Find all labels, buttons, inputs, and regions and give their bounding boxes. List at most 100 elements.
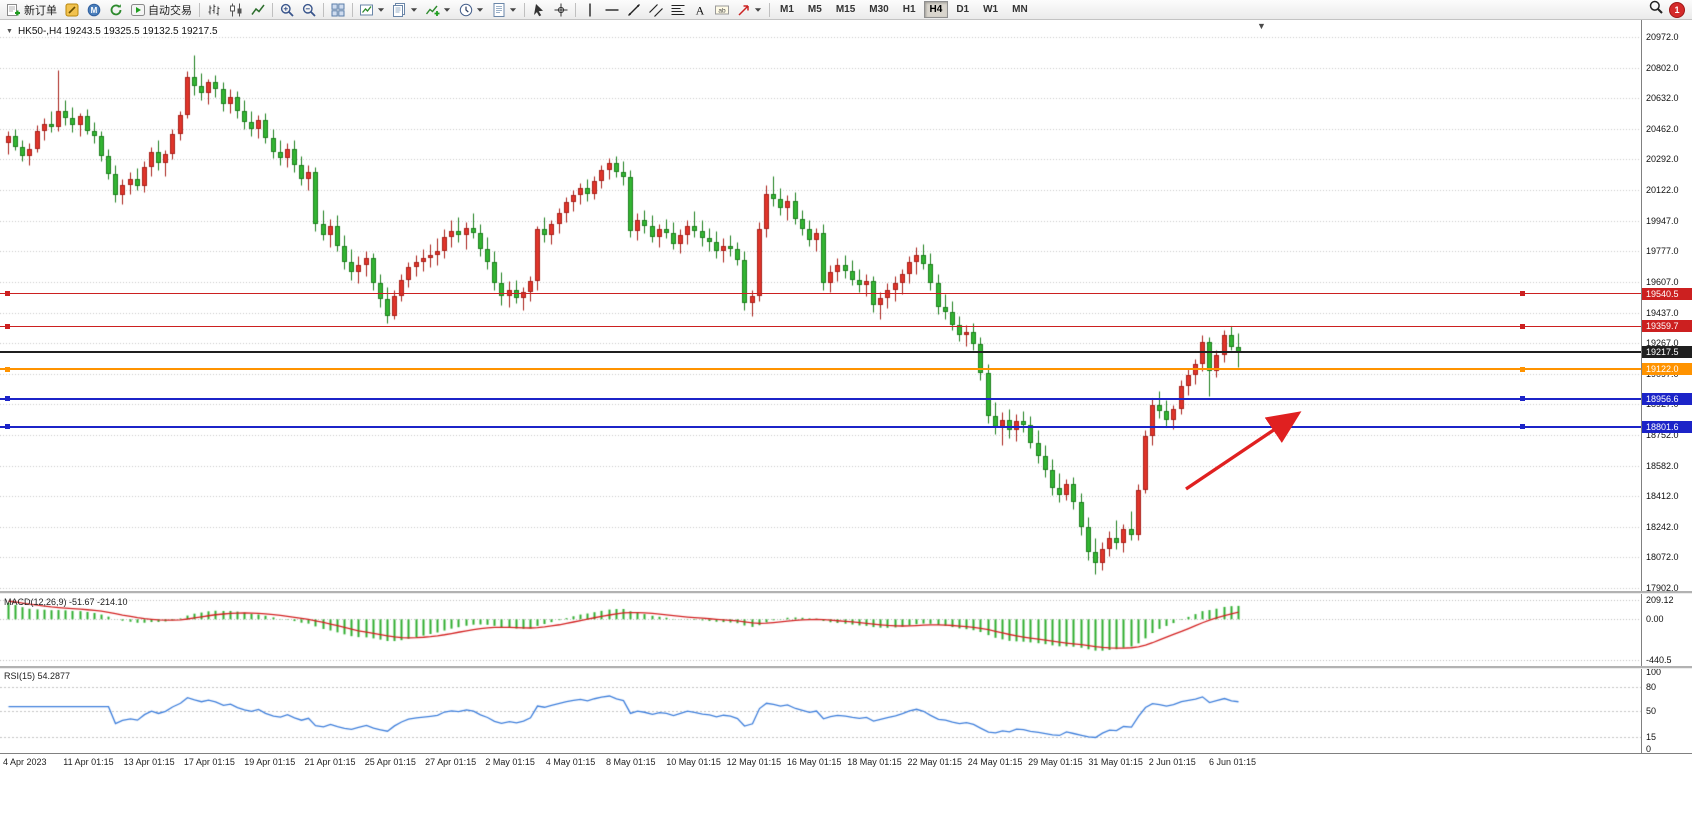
fibonacci-icon	[671, 3, 685, 17]
macd-axis-label: -440.5	[1646, 655, 1672, 665]
zoom-out-button[interactable]	[298, 0, 320, 20]
caret-down-icon	[410, 6, 418, 14]
resistance-line-19540[interactable]	[0, 293, 1641, 294]
search-icon[interactable]	[1649, 0, 1663, 19]
macd-axis-label: 209.12	[1646, 595, 1674, 605]
trendline-icon	[627, 3, 641, 17]
timeframe-h4[interactable]: H4	[923, 1, 949, 18]
time-axis-label: 12 May 01:15	[726, 757, 782, 767]
vertical-line-button[interactable]	[579, 0, 601, 20]
time-axis-label: 22 May 01:15	[907, 757, 963, 767]
indicators-button[interactable]	[422, 0, 455, 20]
time-axis-label: 18 May 01:15	[847, 757, 902, 767]
time-axis-label: 13 Apr 01:15	[123, 757, 175, 767]
new-order-button[interactable]: 新订单	[3, 0, 61, 20]
panel-splitter-rsi[interactable]	[0, 666, 1692, 669]
tile-windows-button[interactable]	[327, 0, 349, 20]
resistance-line-19359[interactable]	[0, 326, 1641, 327]
timeframe-m5[interactable]: M5	[807, 4, 822, 15]
time-axis-label: 8 May 01:15	[606, 757, 656, 767]
hline-handle[interactable]	[1520, 396, 1525, 401]
toolbar-divider	[769, 2, 770, 17]
refresh-button[interactable]	[105, 0, 127, 20]
macd-indicator-canvas[interactable]	[0, 593, 1641, 666]
current-price-line[interactable]	[0, 351, 1641, 353]
price-tag: 18801.6	[1642, 421, 1692, 433]
hline-handle[interactable]	[1520, 324, 1525, 329]
time-axis-label: 6 Jun 01:15	[1209, 757, 1257, 767]
price-tick-label: 18242.0	[1646, 521, 1679, 532]
macd-label: MACD(12,26,9) -51.67 -214.10	[4, 597, 128, 607]
chart-shift-marker[interactable]: ▼	[1257, 21, 1266, 31]
hline-handle[interactable]	[5, 291, 10, 296]
arrows-button[interactable]	[733, 0, 766, 20]
svg-text:M: M	[91, 6, 98, 15]
new-chart-button[interactable]	[356, 0, 389, 20]
timeframe-m1[interactable]: M1	[780, 4, 794, 15]
hline-handle[interactable]	[5, 396, 10, 401]
time-axis-label: 2 May 01:15	[485, 757, 535, 767]
crosshair-button[interactable]	[550, 0, 572, 20]
periods-button[interactable]	[455, 0, 488, 20]
hline-handle[interactable]	[5, 424, 10, 429]
hline-handle[interactable]	[5, 367, 10, 372]
toolbar-divider	[272, 2, 273, 17]
candlestick-chart-button[interactable]	[225, 0, 247, 20]
text-icon: A	[693, 3, 707, 17]
cursor-button[interactable]	[528, 0, 550, 20]
text-button[interactable]: A	[689, 0, 711, 20]
caret-down-icon	[754, 6, 762, 14]
metaeditor-button[interactable]	[61, 0, 83, 20]
hline-handle[interactable]	[5, 324, 10, 329]
trendline-button[interactable]	[623, 0, 645, 20]
notification-badge[interactable]: 1	[1669, 1, 1685, 18]
community-button[interactable]: M	[83, 0, 105, 20]
fibonacci-button[interactable]	[667, 0, 689, 20]
zoom-in-button[interactable]	[276, 0, 298, 20]
rsi-indicator-canvas[interactable]	[0, 668, 1641, 753]
label-button[interactable]: ab	[711, 0, 733, 20]
one-click-trading-arrow[interactable]: ▼	[6, 28, 13, 35]
timeframe-d1[interactable]: D1	[956, 4, 970, 15]
channel-button[interactable]	[645, 0, 667, 20]
indicators-icon	[426, 3, 440, 17]
refresh-icon	[109, 3, 123, 17]
profiles-button[interactable]	[389, 0, 422, 20]
panel-splitter-macd[interactable]	[0, 591, 1692, 594]
support-line-18801[interactable]	[0, 426, 1641, 428]
timeframe-h1[interactable]: H1	[902, 4, 916, 15]
price-tag: 18956.6	[1642, 393, 1692, 405]
templates-button[interactable]	[488, 0, 521, 20]
trend-arrow-annotation[interactable]	[1140, 395, 1320, 515]
price-tick-label: 19777.0	[1646, 246, 1679, 257]
support-line-18956[interactable]	[0, 398, 1641, 400]
timeframe-mn[interactable]: MN	[1012, 4, 1028, 15]
timeframe-w1[interactable]: W1	[983, 4, 999, 15]
community-icon: M	[87, 3, 101, 17]
hline-handle[interactable]	[1520, 291, 1525, 296]
timeframe-m30[interactable]: M30	[869, 4, 889, 15]
price-tick-label: 18752.0	[1646, 430, 1679, 441]
price-scale[interactable]	[1641, 20, 1692, 753]
rsi-axis-label: 0	[1646, 744, 1652, 754]
line-chart-button[interactable]	[247, 0, 269, 20]
price-tick-label: 18412.0	[1646, 491, 1679, 502]
profiles-icon	[393, 2, 407, 17]
channel-icon	[649, 3, 663, 17]
price-tag: 19540.5	[1642, 288, 1692, 300]
support-line-19122[interactable]	[0, 368, 1641, 370]
auto-trading-button[interactable]: 自动交易	[127, 0, 196, 20]
price-tick-label: 20802.0	[1646, 62, 1679, 73]
hline-handle[interactable]	[1520, 367, 1525, 372]
price-tick-label: 20292.0	[1646, 154, 1679, 165]
price-chart-canvas[interactable]	[0, 20, 1641, 591]
metaeditor-icon	[65, 3, 79, 17]
bar-chart-button[interactable]	[203, 0, 225, 20]
svg-text:ab: ab	[718, 7, 726, 14]
toolbar-right-group: 1	[1649, 0, 1689, 19]
horizontal-line-button[interactable]	[601, 0, 623, 20]
rsi-axis-label: 15	[1646, 732, 1657, 743]
hline-handle[interactable]	[1520, 424, 1525, 429]
timeframe-m15[interactable]: M15	[835, 4, 856, 15]
